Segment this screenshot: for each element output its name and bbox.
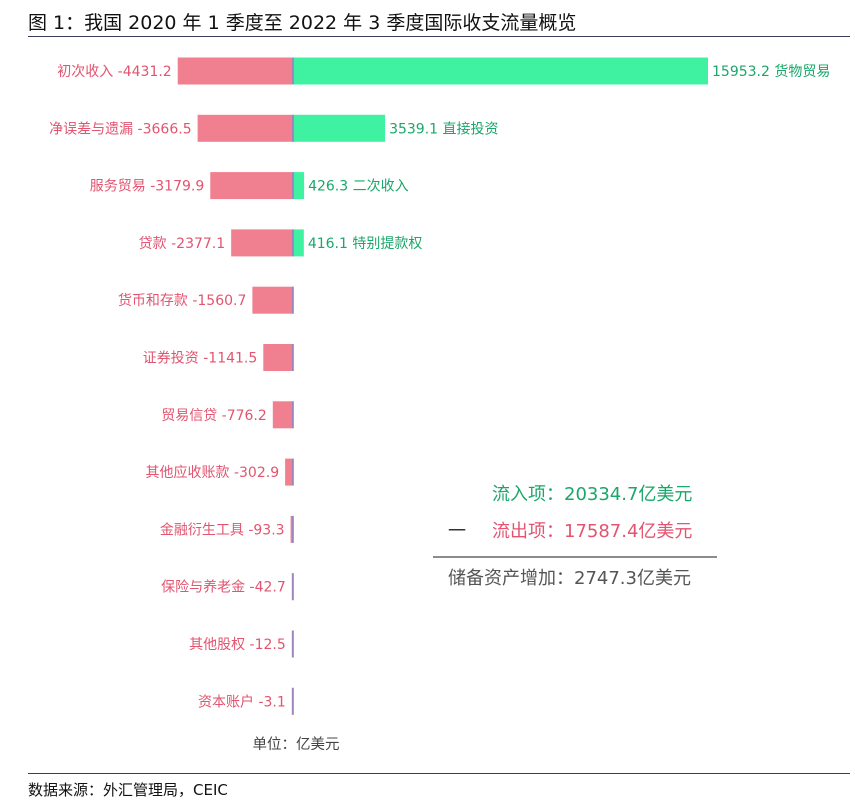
negative-bar	[272, 401, 293, 429]
source-note: 数据来源：外汇管理局，CEIC	[28, 781, 228, 799]
positive-bar	[293, 172, 305, 200]
negative-bar	[290, 515, 293, 543]
positive-data-label: 15953.2 货物贸易	[712, 63, 830, 80]
negative-data-label: 其他股权 -12.5	[189, 637, 286, 653]
negative-data-label: 保险与养老金 -42.7	[161, 580, 286, 596]
diverging-bar-chart: 15953.2 货物贸易 初次收入 -4431.2 3539.1 直接投资 净误差与遗…	[49, 57, 830, 753]
net-summary: 储备资产增加：2747.3亿美元	[448, 568, 691, 589]
negative-bar	[177, 57, 293, 85]
positive-data-label: 3539.1 直接投资	[389, 120, 498, 137]
negative-data-label: 贸易信贷 -776.2	[161, 408, 267, 424]
negative-bar	[285, 458, 293, 486]
positive-bar	[293, 229, 304, 257]
negative-data-label: 服务贸易 -3179.9	[90, 179, 205, 195]
outflow-summary: 流出项：17587.4亿美元	[492, 521, 692, 542]
negative-data-label: 证券投资 -1141.5	[143, 351, 258, 367]
positive-data-label: 426.3 二次收入	[308, 179, 409, 195]
outflow-sign: 一	[448, 521, 466, 542]
negative-bar	[210, 172, 293, 200]
negative-bar	[197, 114, 293, 142]
negative-data-label: 货币和存款 -1560.7	[118, 292, 247, 309]
negative-data-label: 净误差与遗漏 -3666.5	[49, 121, 192, 137]
chart-title: 图 1：我国 2020 年 1 季度至 2022 年 3 季度国际收支流量概览	[28, 12, 577, 34]
negative-data-label: 贷款 -2377.1	[139, 236, 226, 252]
negative-bar	[252, 286, 293, 314]
negative-bar	[263, 344, 293, 371]
positive-data-label: 416.1 特别提款权	[308, 236, 423, 252]
positive-bar	[293, 57, 708, 85]
negative-data-label: 金融衍生工具 -93.3	[160, 522, 285, 538]
negative-data-label: 初次收入 -4431.2	[57, 63, 172, 80]
unit-label: 单位：亿美元	[253, 736, 340, 753]
title-rule	[28, 36, 850, 37]
negative-data-label: 其他应收账款 -302.9	[146, 464, 280, 481]
negative-data-label: 资本账户 -3.1	[198, 693, 286, 710]
inflow-summary: 流入项：20334.7亿美元	[492, 484, 692, 505]
source-rule	[28, 773, 850, 774]
positive-bar	[293, 114, 386, 142]
negative-bar	[231, 229, 293, 257]
